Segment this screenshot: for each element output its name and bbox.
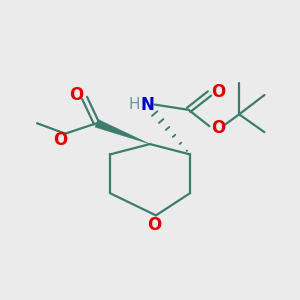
Text: O: O xyxy=(69,86,83,104)
Text: N: N xyxy=(140,95,154,113)
Text: H: H xyxy=(128,97,140,112)
Polygon shape xyxy=(95,119,150,144)
Text: O: O xyxy=(211,119,225,137)
Text: O: O xyxy=(53,131,67,149)
Text: O: O xyxy=(147,216,162,234)
Text: O: O xyxy=(211,83,225,101)
